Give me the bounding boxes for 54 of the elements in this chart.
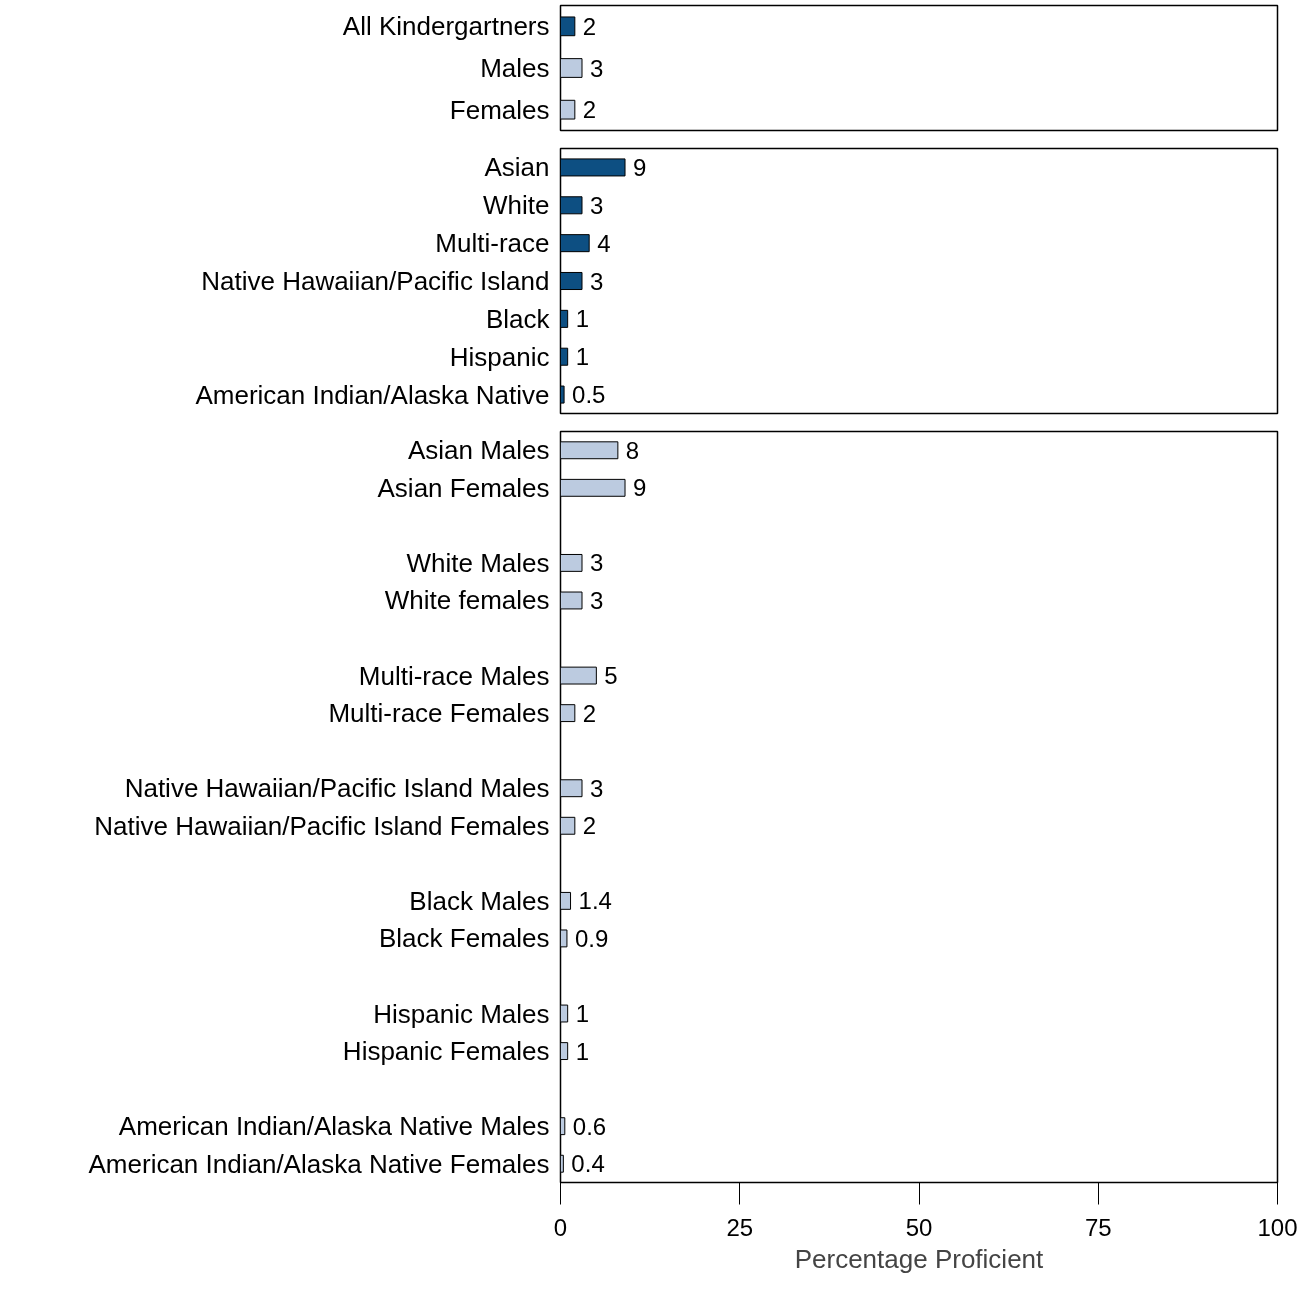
data-label: 8: [625, 436, 640, 464]
y-tick-label: Hispanic: [449, 341, 550, 372]
y-tick-label: Males: [480, 53, 550, 83]
data-label: 1: [575, 305, 590, 333]
y-tick-label: Native Hawaiian/Pacific Island: [201, 266, 550, 296]
data-label: 1: [575, 343, 590, 371]
y-tick-label: White Males: [406, 547, 550, 578]
data-label: 9: [633, 474, 647, 502]
y-tick-label: Asian: [484, 152, 550, 183]
data-label: 0.9: [574, 924, 609, 952]
x-tick-label: 75: [1084, 1213, 1112, 1241]
x-axis-title: Percentage Proficient: [794, 1243, 1045, 1274]
data-label: 9: [633, 153, 647, 181]
data-label: 3: [590, 774, 604, 802]
y-tick-label: Multi-race Males: [358, 660, 550, 691]
data-label: 1: [575, 1000, 590, 1028]
data-label: 2: [582, 12, 597, 40]
y-tick-label: Native Hawaiian/Pacific Island Females: [94, 810, 550, 841]
data-label: 5: [604, 662, 618, 690]
y-tick-label: White females: [384, 585, 550, 616]
data-label: 3: [590, 586, 604, 614]
y-tick-label: Native Hawaiian/Pacific Island Males: [124, 773, 550, 804]
y-tick-label: Hispanic Females: [342, 1036, 550, 1067]
y-tick-label: American Indian/Alaska Native: [195, 379, 550, 410]
data-label: 2: [582, 812, 597, 840]
y-tick-label: Asian Females: [377, 472, 550, 503]
y-tick-label: All Kindergartners: [342, 11, 550, 42]
data-label: 1.4: [578, 887, 612, 915]
data-label: 1: [575, 1037, 590, 1065]
x-tick-label: 0: [553, 1213, 568, 1241]
data-label: 2: [582, 96, 597, 124]
y-tick-label: Multi-race Females: [328, 698, 550, 729]
y-tick-label: Females: [449, 94, 550, 125]
y-tick-label: American Indian/Alaska Native Males: [118, 1111, 550, 1142]
y-tick-label: White: [483, 190, 550, 221]
y-tick-label: Black Males: [409, 885, 550, 916]
y-tick-label: Black Females: [379, 923, 550, 954]
data-label: 0.5: [572, 381, 606, 409]
data-label: 3: [590, 54, 604, 82]
data-label: 3: [590, 267, 604, 295]
data-label: 2: [582, 699, 597, 727]
y-tick-label: Asian Males: [407, 435, 550, 466]
data-label: 3: [590, 191, 604, 219]
y-tick-label: American Indian/Alaska Native Females: [88, 1148, 550, 1179]
x-tick-label: 25: [726, 1213, 754, 1241]
y-tick-label: Multi-race: [435, 228, 550, 259]
y-tick-label: Hispanic Males: [373, 998, 550, 1029]
x-tick-label: 50: [905, 1213, 933, 1241]
data-label: 0.6: [572, 1112, 607, 1140]
data-label: 4: [597, 229, 611, 257]
y-tick-label: Black: [485, 303, 551, 334]
data-label: 3: [590, 549, 604, 577]
data-label: 0.4: [571, 1150, 605, 1178]
x-tick-label: 100: [1257, 1213, 1297, 1241]
